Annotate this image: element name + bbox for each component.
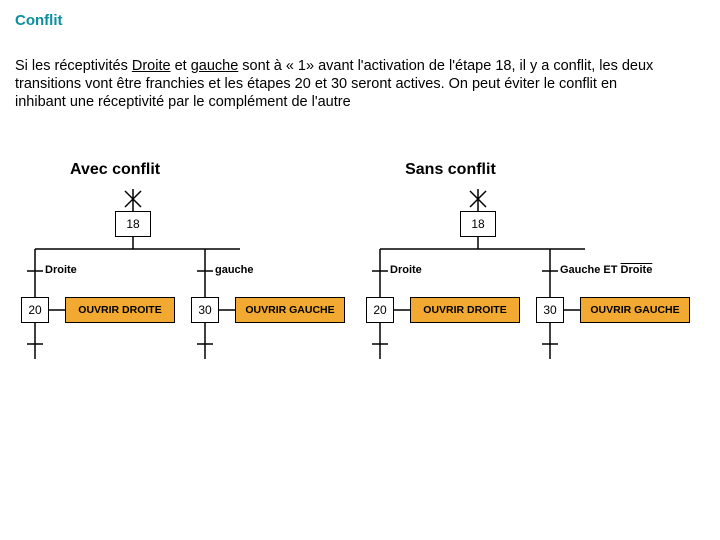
action-ouvrir-droite-right: OUVRIR DROITE (410, 297, 520, 323)
grafcet-sans-conflit: 18 Droite Gauche ET Droite 20 OUVRIR DRO… (360, 189, 705, 389)
subtitle-left: Avec conflit (70, 161, 160, 179)
grafcet-left-cross (15, 189, 360, 389)
grafcet-right-cross (360, 189, 705, 389)
recept-right-compound: Gauche ET Droite (560, 264, 652, 276)
para-underline-droite: Droite (132, 58, 171, 74)
recept-left-gauche: gauche (215, 264, 254, 276)
page-title: Conflit (15, 12, 705, 29)
step-30-left: 30 (191, 297, 219, 323)
action-ouvrir-droite-left: OUVRIR DROITE (65, 297, 175, 323)
action-ouvrir-gauche-left: OUVRIR GAUCHE (235, 297, 345, 323)
action-ouvrir-gauche-right: OUVRIR GAUCHE (580, 297, 690, 323)
subtitles-row: Avec conflit Sans conflit (15, 161, 705, 179)
description-paragraph: Si les réceptivités Droite et gauche son… (15, 57, 655, 111)
para-seg-c: et (171, 58, 191, 74)
recept-not-droite: Droite (621, 264, 653, 276)
recept-et: ET (600, 264, 620, 276)
recept-right-droite: Droite (390, 264, 422, 276)
recept-gauche: Gauche (560, 264, 600, 276)
step-20-left: 20 (21, 297, 49, 323)
para-seg-a: Si les réceptivités (15, 58, 132, 74)
step-18-left: 18 (115, 211, 151, 237)
diagrams-row: 18 Droite gauche 20 OUVRIR DROITE 30 OUV… (15, 189, 705, 389)
grafcet-avec-conflit: 18 Droite gauche 20 OUVRIR DROITE 30 OUV… (15, 189, 360, 389)
subtitle-right: Sans conflit (405, 161, 496, 179)
recept-left-droite: Droite (45, 264, 77, 276)
para-underline-gauche: gauche (191, 58, 239, 74)
grafcet-left-lines (15, 189, 360, 389)
step-18-right: 18 (460, 211, 496, 237)
step-20-right: 20 (366, 297, 394, 323)
step-30-right: 30 (536, 297, 564, 323)
grafcet-right-lines (360, 189, 705, 389)
